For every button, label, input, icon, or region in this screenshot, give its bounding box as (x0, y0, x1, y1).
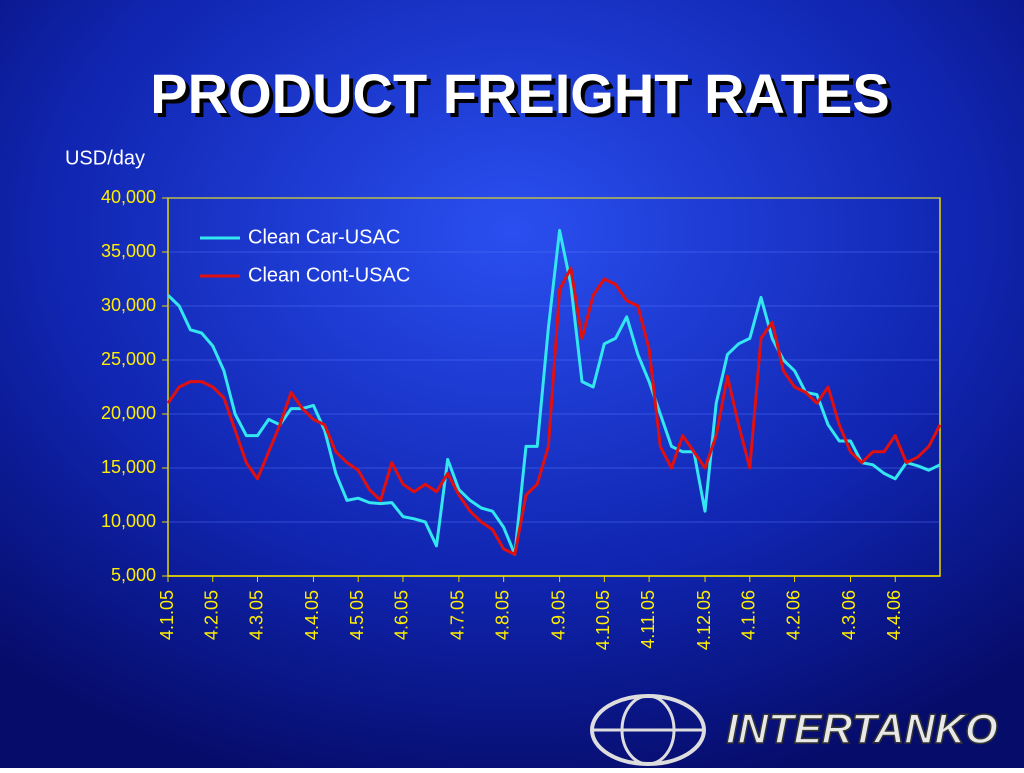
x-tick-label: 4.6.05 (392, 590, 412, 640)
series-line (166, 228, 941, 556)
y-tick-label: 40,000 (101, 187, 156, 207)
x-tick-label: 4.5.05 (347, 590, 367, 640)
series-line (166, 266, 942, 556)
x-tick-label: 4.8.05 (492, 590, 512, 640)
x-tick-label: 4.7.05 (448, 590, 468, 640)
x-tick-label: 4.12.05 (694, 590, 714, 650)
x-tick-label: 4.3.05 (246, 590, 266, 640)
x-tick-label: 4.9.05 (548, 590, 568, 640)
y-axis-label: USD/day (65, 147, 145, 169)
x-tick-label: 4.4.06 (884, 590, 904, 640)
y-tick-label: 10,000 (101, 511, 156, 531)
y-tick-label: 15,000 (101, 457, 156, 477)
y-tick-label: 25,000 (101, 349, 156, 369)
logo-text: INTERTANKO (726, 705, 997, 752)
x-tick-label: 4.4.05 (302, 590, 322, 640)
x-tick-label: 4.1.06 (739, 590, 759, 640)
x-tick-label: 4.2.06 (783, 590, 803, 640)
y-tick-label: 30,000 (101, 295, 156, 315)
chart-title: PRODUCT FREIGHT RATES (150, 62, 889, 125)
x-tick-label: 4.2.05 (202, 590, 222, 640)
x-tick-label: 4.3.06 (839, 590, 859, 640)
legend-label: Clean Cont-USAC (248, 264, 410, 286)
x-tick-label: 4.1.05 (157, 590, 177, 640)
title-shadow: PRODUCT FREIGHT RATES (154, 66, 893, 129)
legend-label: Clean Car-USAC (248, 226, 400, 248)
x-tick-label: 4.10.05 (593, 590, 613, 650)
y-tick-label: 35,000 (101, 241, 156, 261)
y-tick-label: 5,000 (111, 565, 156, 585)
x-tick-label: 4.11.05 (638, 590, 658, 649)
logo: INTERTANKO (590, 694, 998, 766)
y-tick-label: 20,000 (101, 403, 156, 423)
